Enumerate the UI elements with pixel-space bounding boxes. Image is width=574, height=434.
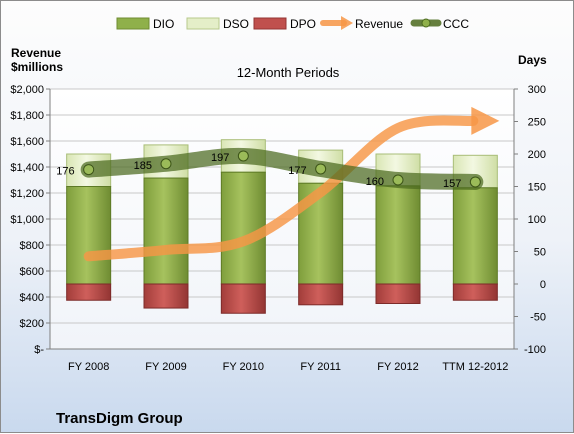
right-tick-label: 250: [528, 117, 546, 129]
legend-swatch-dso: [186, 17, 220, 30]
legend-ccc-line-icon: [410, 18, 442, 28]
right-tick-label: 300: [528, 84, 546, 96]
x-tick-label: FY 2008: [68, 361, 109, 373]
right-tick-label: 200: [528, 149, 546, 161]
ccc-point: [237, 150, 249, 162]
revenue-series: [83, 106, 500, 262]
legend-label-dso: DSO: [223, 17, 249, 31]
ccc-series: 176 185 197 177 160 157: [56, 147, 484, 190]
left-tick-label: $-: [34, 344, 44, 356]
revenue-line: [83, 115, 479, 262]
ccc-point: [469, 176, 481, 188]
ccc-data-label: 197: [211, 152, 229, 164]
bar-dpo: [375, 283, 421, 304]
company-name: TransDigm Group: [56, 410, 183, 427]
legend-swatch-dio: [116, 17, 150, 30]
x-tick-label: TTM 12-2012: [442, 361, 508, 373]
left-tick-label: $400: [20, 292, 44, 304]
left-tick-label: $1,800: [10, 110, 44, 122]
x-tick-label: FY 2009: [145, 361, 186, 373]
left-tick-label: $200: [20, 318, 44, 330]
left-axis-label-line1: Revenue: [11, 46, 61, 60]
legend-label-dio: DIO: [153, 17, 174, 31]
bar-dio: [66, 186, 112, 285]
bar-dio: [375, 185, 421, 285]
right-tick-label: 100: [528, 214, 546, 226]
left-tick-label: $600: [20, 266, 44, 278]
left-tick-label: $800: [20, 240, 44, 252]
bar-dio: [143, 177, 189, 285]
revenue-arrowhead: [471, 106, 500, 135]
bars: [66, 139, 498, 314]
left-tick-label: $1,600: [10, 136, 44, 148]
bar-dpo: [452, 283, 498, 301]
bar-dio: [452, 187, 498, 285]
x-tick-label: FY 2010: [223, 361, 264, 373]
right-axis-label: Days: [518, 53, 547, 67]
legend-label-ccc: CCC: [443, 17, 469, 31]
ccc-data-label: 185: [134, 160, 152, 172]
legend-swatch-dpo: [253, 17, 287, 30]
legend-revenue-arrow-icon: [320, 16, 353, 30]
axes: $- $200 $400 $600 $800 $1,000 $1,200 $1,400 $1,6…: [10, 84, 546, 373]
ccc-data-label: 177: [288, 165, 306, 177]
bar-dpo: [66, 283, 112, 301]
left-tick-label: $1,400: [10, 162, 44, 174]
ccc-point: [83, 164, 95, 176]
bar-dio: [220, 171, 266, 285]
right-tick-label: 0: [540, 279, 546, 291]
left-tick-label: $1,000: [10, 214, 44, 226]
right-tick-label: 50: [534, 247, 546, 259]
bar-dpo: [298, 283, 344, 306]
legend-label-dpo: DPO: [290, 17, 316, 31]
ccc-point: [315, 163, 327, 175]
ccc-data-label: 157: [443, 178, 461, 190]
chart-title: 12-Month Periods: [237, 65, 340, 80]
left-tick-label: $1,200: [10, 188, 44, 200]
right-tick-label: -100: [524, 344, 546, 356]
ccc-data-label: 160: [366, 176, 384, 188]
ccc-point: [160, 158, 172, 170]
bar-dpo: [220, 283, 266, 314]
legend: DIO DSO DPO Revenue CCC: [116, 16, 469, 31]
ccc-data-label: 176: [56, 166, 74, 178]
ccc-point: [392, 174, 404, 186]
right-tick-label: 150: [528, 182, 546, 194]
ccc-line: [80, 147, 484, 190]
x-tick-label: FY 2011: [300, 361, 341, 373]
legend-label-revenue: Revenue: [355, 17, 403, 31]
right-tick-label: -50: [530, 312, 546, 324]
bar-dpo: [143, 283, 189, 309]
left-axis-label-line2: $millions: [11, 60, 63, 74]
x-tick-label: FY 2012: [377, 361, 418, 373]
left-tick-label: $2,000: [10, 84, 44, 96]
